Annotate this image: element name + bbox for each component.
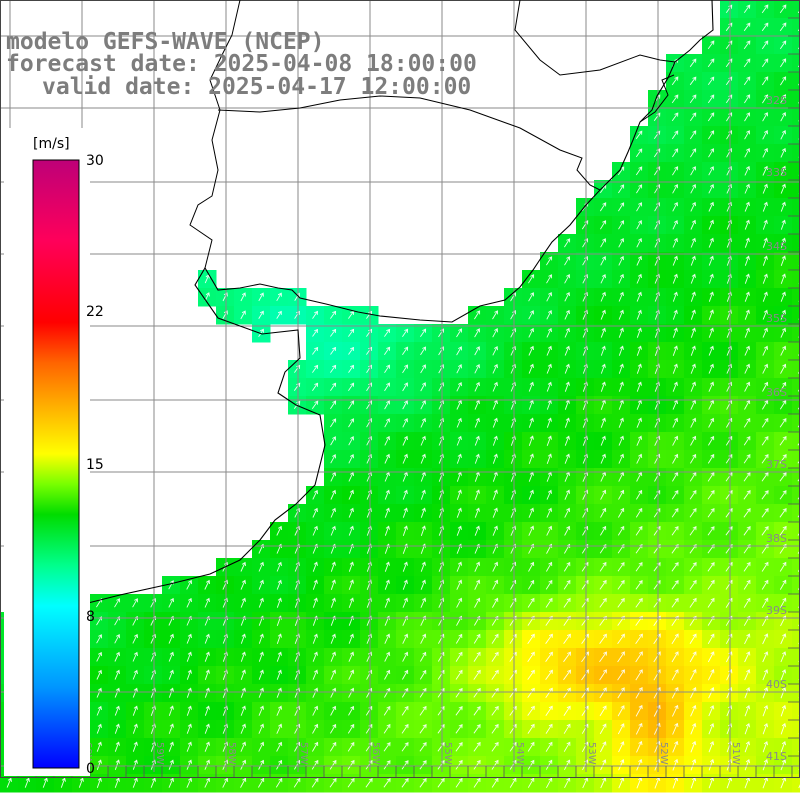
title-forecast-date: forecast date: 2025-04-08 18:00:00 xyxy=(6,52,477,76)
latitude-label: 32S xyxy=(766,94,787,107)
wind-cell xyxy=(792,396,800,415)
wind-cell xyxy=(792,612,800,631)
colorbar-unit-label: [m/s] xyxy=(33,136,70,152)
longitude-label: 58W xyxy=(226,742,237,765)
wind-cell xyxy=(792,774,800,793)
wind-cell xyxy=(792,720,800,739)
wind-cell xyxy=(792,540,800,559)
wind-cell xyxy=(792,234,800,253)
wind-cell xyxy=(792,342,800,361)
latitude-label: 36S xyxy=(766,386,787,399)
wind-cell xyxy=(792,288,800,307)
colorbar-tick-label: 30 xyxy=(86,153,104,169)
wind-cell xyxy=(792,198,800,217)
wind-cell xyxy=(792,702,800,721)
longitude-label: 57W xyxy=(298,742,309,765)
wind-cell xyxy=(792,432,800,451)
latitude-label: 39S xyxy=(766,604,787,617)
longitude-label: 52W xyxy=(658,742,669,765)
wind-cell xyxy=(792,360,800,379)
wind-cell xyxy=(792,756,800,775)
wind-cell xyxy=(792,54,800,73)
latitude-label: 41S xyxy=(766,750,787,763)
wind-cell xyxy=(792,72,800,91)
wind-cell xyxy=(792,648,800,667)
wind-cell xyxy=(792,252,800,271)
longitude-label: 51W xyxy=(730,742,741,765)
wind-cell xyxy=(792,594,800,613)
colorbar-tick-label: 0 xyxy=(86,761,95,777)
wind-cell xyxy=(792,216,800,235)
latitude-label: 40S xyxy=(766,678,787,691)
wind-cell xyxy=(792,108,800,127)
wind-cell xyxy=(792,486,800,505)
longitude-label: 54W xyxy=(514,742,525,765)
longitude-label: 53W xyxy=(586,742,597,765)
wind-cell xyxy=(792,666,800,685)
colorbar: [m/s] 30 22 15 8 0 xyxy=(4,128,104,777)
colorbar-gradient xyxy=(33,160,79,768)
wind-cell xyxy=(792,504,800,523)
latitude-label: 34S xyxy=(766,240,787,253)
wind-cell xyxy=(792,180,800,199)
land-border xyxy=(218,96,600,190)
wind-cell xyxy=(792,576,800,595)
wind-cell xyxy=(792,324,800,343)
wind-cell xyxy=(792,630,800,649)
wind-cell xyxy=(792,18,800,37)
wind-cell xyxy=(792,144,800,163)
wind-cell xyxy=(792,414,800,433)
wind-cell xyxy=(792,738,800,757)
colorbar-tick-label: 22 xyxy=(86,304,104,320)
colorbar-tick-label: 8 xyxy=(86,609,95,625)
latitude-label: 33S xyxy=(766,166,787,179)
wind-cell xyxy=(792,450,800,469)
wind-cell xyxy=(792,90,800,109)
colorbar-tick-label: 15 xyxy=(86,457,104,473)
wind-cell xyxy=(792,270,800,289)
wind-cell xyxy=(792,306,800,325)
longitude-label: 59W xyxy=(154,742,165,765)
latitude-label: 38S xyxy=(766,532,787,545)
wind-cell xyxy=(792,36,800,55)
latitude-label: 35S xyxy=(766,312,787,325)
land-border xyxy=(515,0,675,75)
wind-cell xyxy=(792,162,800,181)
longitude-label: 55W xyxy=(442,742,453,765)
wind-cell xyxy=(792,558,800,577)
wind-cell xyxy=(792,378,800,397)
wind-cell xyxy=(792,522,800,541)
wind-cell xyxy=(792,684,800,703)
wind-cell xyxy=(792,0,800,19)
latitude-label: 37S xyxy=(766,458,787,471)
wind-cell xyxy=(792,126,800,145)
title-valid-date: valid date: 2025-04-17 12:00:00 xyxy=(42,75,471,99)
longitude-label: 56W xyxy=(370,742,381,765)
wind-cell xyxy=(792,468,800,487)
